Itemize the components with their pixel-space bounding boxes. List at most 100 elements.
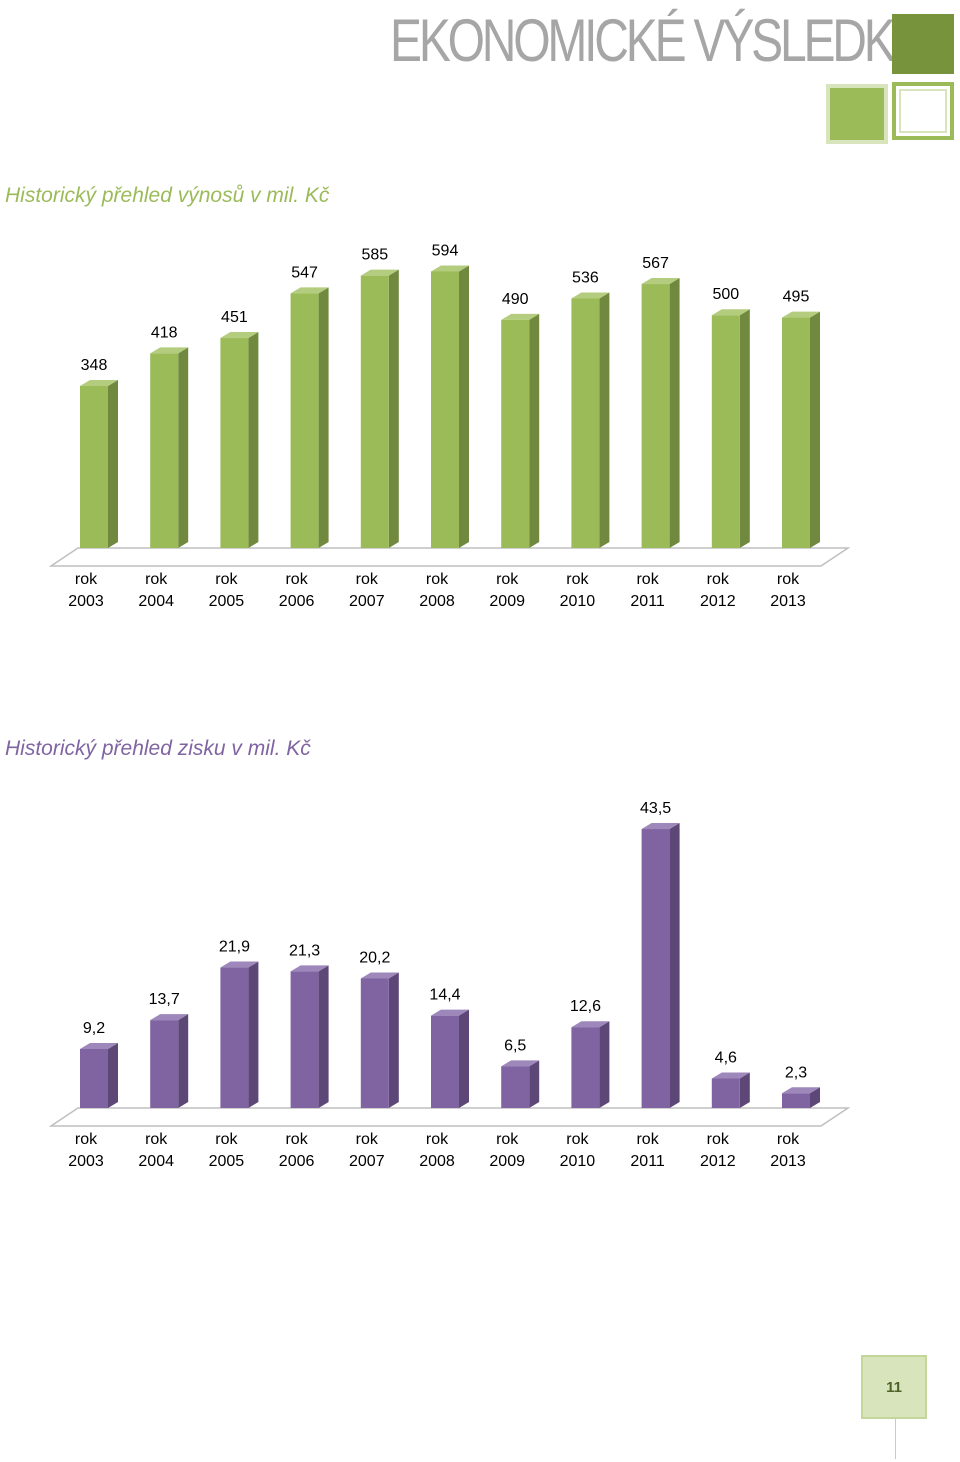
- category-label-prefix: rok: [215, 1131, 238, 1148]
- bar-front: [431, 271, 459, 548]
- bar-front: [80, 386, 108, 548]
- data-label: 21,9: [219, 939, 250, 956]
- bar-front: [360, 275, 389, 548]
- revenue-chart-title: Historický přehled výnosů v mil. Kč: [5, 184, 330, 207]
- data-label: 490: [502, 291, 529, 308]
- category-label-year: 2004: [138, 1153, 174, 1170]
- category-label-prefix: rok: [285, 1131, 308, 1148]
- category-label-year: 2006: [279, 1153, 315, 1170]
- bar-side: [459, 265, 469, 548]
- category-label-prefix: rok: [707, 571, 730, 588]
- category-label-prefix: rok: [75, 571, 98, 588]
- category-label-prefix: rok: [356, 571, 379, 588]
- bar-top: [360, 269, 399, 276]
- bar-top: [80, 380, 118, 386]
- bar-2006: [290, 965, 329, 1108]
- data-label: 585: [361, 247, 388, 264]
- bar-2007: [360, 269, 399, 548]
- category-label-year: 2006: [279, 593, 315, 610]
- data-label: 13,7: [149, 991, 180, 1008]
- bar-side: [599, 292, 610, 548]
- bar-front: [641, 829, 670, 1108]
- bar-top: [641, 823, 680, 830]
- bar-front: [150, 1020, 179, 1108]
- data-label: 418: [151, 324, 178, 341]
- chart-floor: [48, 547, 851, 567]
- bar-2003: [80, 1043, 118, 1108]
- profit-chart-title: Historický přehled zisku v mil. Kč: [5, 737, 311, 760]
- revenue-chart: 348 rok 2003 418 rok 2004 451 rok 2005 547 rok 2006…: [48, 242, 851, 610]
- bar-side: [810, 311, 820, 548]
- bar-2005: [220, 961, 259, 1108]
- data-label: 6,5: [504, 1037, 526, 1054]
- bar-front: [782, 317, 810, 548]
- category-label-prefix: rok: [285, 571, 308, 588]
- bar-top: [782, 311, 820, 318]
- data-label: 594: [432, 242, 459, 259]
- category-label-prefix: rok: [426, 1131, 449, 1148]
- data-label: 451: [221, 309, 248, 326]
- bar-top: [571, 292, 610, 299]
- bar-side: [388, 269, 399, 548]
- bar-side: [108, 1043, 118, 1108]
- bar-front: [80, 1049, 108, 1108]
- bar-2012: [711, 309, 750, 548]
- bar-front: [220, 338, 249, 548]
- category-label-year: 2004: [138, 593, 174, 610]
- bar-front: [571, 298, 600, 548]
- page-number-line: [895, 1419, 896, 1459]
- bar-2013: [782, 1087, 820, 1108]
- bar-side: [529, 313, 540, 548]
- data-label: 43,5: [640, 800, 671, 817]
- bar-side: [459, 1009, 469, 1108]
- category-label-year: 2003: [68, 1153, 104, 1170]
- bar-side: [739, 1072, 750, 1108]
- bar-front: [711, 315, 740, 548]
- bar-top: [431, 1009, 469, 1016]
- profit-chart: 9,2 rok 2003 13,7 rok 2004 21,9 rok 2005 21,3 rok 2…: [48, 800, 851, 1170]
- category-label-year: 2005: [209, 1153, 245, 1170]
- bar-2010: [571, 292, 610, 548]
- page-header-title: EKONOMICKÉ VÝSLEDKY: [390, 7, 925, 74]
- category-label-year: 2005: [209, 593, 245, 610]
- bar-2006: [290, 287, 329, 548]
- bar-2004: [150, 1014, 189, 1108]
- bar-side: [529, 1060, 540, 1108]
- category-label-prefix: rok: [636, 1131, 659, 1148]
- bar-top: [150, 1014, 189, 1021]
- bar-2010: [571, 1021, 610, 1108]
- bar-front: [220, 967, 249, 1108]
- bar-side: [108, 380, 118, 548]
- bar-side: [739, 309, 750, 548]
- category-label-prefix: rok: [496, 571, 519, 588]
- bar-side: [388, 972, 399, 1108]
- category-label-year: 2008: [419, 593, 455, 610]
- bar-side: [669, 823, 680, 1108]
- bar-front: [150, 353, 179, 548]
- category-label-year: 2009: [489, 1153, 525, 1170]
- bar-side: [248, 961, 259, 1108]
- category-label-prefix: rok: [145, 1131, 168, 1148]
- category-label-prefix: rok: [566, 571, 589, 588]
- bar-2011: [641, 823, 680, 1108]
- bar-2013: [782, 311, 820, 548]
- bar-front: [641, 284, 670, 548]
- data-label: 536: [572, 269, 599, 286]
- category-label-year: 2007: [349, 1153, 385, 1170]
- category-label-year: 2012: [700, 1153, 736, 1170]
- bar-top: [501, 313, 540, 320]
- bar-top: [150, 347, 189, 354]
- bar-top: [80, 1043, 118, 1049]
- category-label-year: 2009: [489, 593, 525, 610]
- category-label-prefix: rok: [215, 571, 238, 588]
- bar-top: [782, 1087, 820, 1094]
- category-label-year: 2011: [630, 1153, 665, 1170]
- bar-2012: [711, 1072, 750, 1108]
- bar-top: [711, 1072, 750, 1079]
- data-label: 9,2: [83, 1020, 105, 1037]
- data-label: 21,3: [289, 942, 320, 959]
- data-label: 348: [81, 357, 108, 374]
- category-label-year: 2003: [68, 593, 104, 610]
- bar-2008: [431, 265, 469, 548]
- bar-top: [220, 332, 259, 339]
